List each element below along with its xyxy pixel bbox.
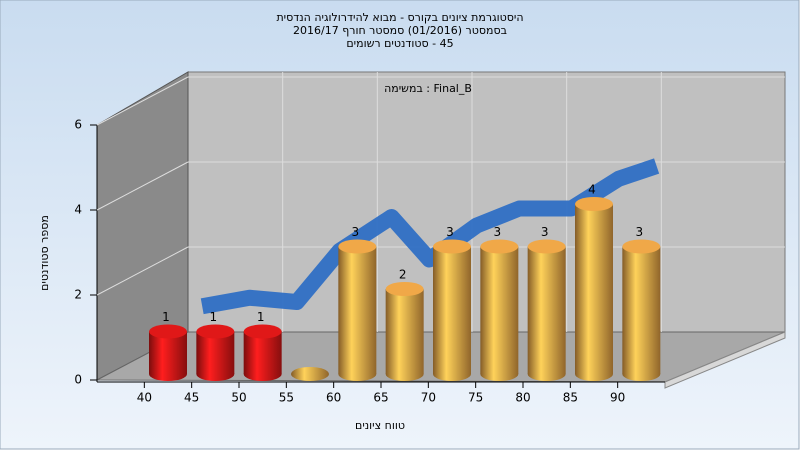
value-label: 1 [257, 310, 265, 324]
bar [575, 204, 613, 374]
value-label: 3 [541, 225, 549, 239]
grid-line [96, 76, 189, 126]
annotation: Final_B : במשימה [384, 82, 472, 95]
grid-line [96, 246, 189, 296]
y-axis-label: מספר סטודנטים [38, 215, 51, 291]
x-axis-label: טווח ציונים [355, 419, 405, 432]
value-label: 2 [399, 268, 407, 282]
x-tick-label: 60 [326, 391, 341, 405]
x-tick-label: 90 [610, 391, 625, 405]
bar [527, 246, 566, 374]
title-line: בסמסטר (01/2016) סמסטר חורף 2016/17 [293, 24, 507, 37]
x-tick-label: 80 [515, 391, 530, 405]
bar [433, 246, 471, 374]
x-tick-label: 55 [279, 391, 294, 405]
bar-top [196, 324, 235, 339]
bar-top [433, 239, 471, 254]
y-tick-label: 4 [74, 203, 82, 217]
bar-top [480, 239, 519, 254]
y-tick-label: 2 [74, 288, 82, 302]
bar-top [149, 324, 187, 339]
value-label: 4 [588, 183, 596, 197]
x-tick-label: 65 [373, 391, 388, 405]
x-tick-label: 85 [563, 391, 578, 405]
bar [338, 246, 377, 374]
bar-top [385, 282, 424, 296]
value-label: 1 [210, 310, 218, 324]
y-tick-label: 0 [74, 373, 82, 387]
title: היסטוגרמת ציונים בקורס - מבוא להידרולוגי… [276, 11, 523, 50]
bar-top [575, 197, 613, 211]
bar-top [622, 239, 661, 254]
x-tick-label: 70 [421, 391, 436, 405]
bar [196, 331, 235, 374]
floor-edge [664, 331, 786, 389]
bar [480, 246, 519, 374]
x-tick-label: 75 [468, 391, 483, 405]
x-tick-label: 40 [137, 391, 152, 405]
bar [622, 246, 661, 374]
bar-base [291, 367, 329, 381]
title-line: היסטוגרמת ציונים בקורס - מבוא להידרולוגי… [276, 11, 523, 24]
bar-top [338, 239, 377, 254]
title-line: 45 - סטודנטים רשומים [346, 37, 453, 50]
value-label: 3 [352, 225, 360, 239]
bar [243, 331, 282, 374]
bar-top [243, 324, 282, 339]
bar [149, 331, 187, 374]
x-tick-label: 45 [184, 391, 199, 405]
x-tick-label: 50 [231, 391, 246, 405]
value-label: 3 [636, 225, 644, 239]
value-label: 3 [494, 225, 502, 239]
grid-line [96, 161, 189, 211]
y-tick-label: 6 [74, 118, 82, 132]
value-label: 3 [446, 225, 454, 239]
bar-top [527, 239, 566, 254]
value-label: 1 [162, 310, 170, 324]
bar [385, 289, 424, 374]
